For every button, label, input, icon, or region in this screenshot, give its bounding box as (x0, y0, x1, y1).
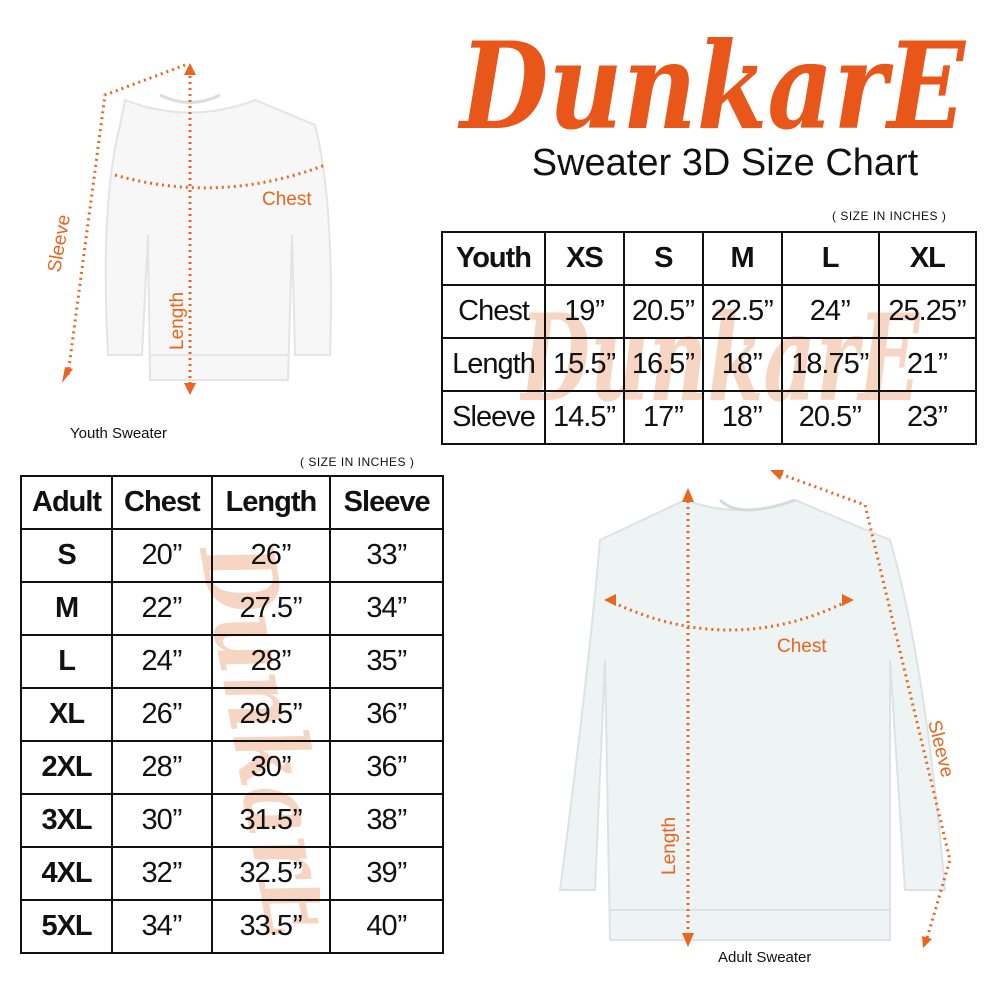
size-label: 3XL (19, 793, 114, 848)
adult-sweater-image: Chest Length Sleeve (558, 470, 958, 948)
table-row: 2XL 28’’ 30’’ 36’’ (19, 740, 444, 795)
brand-logo: DunkarE (457, 16, 966, 157)
adult-sweater-label: Adult Sweater (718, 949, 812, 966)
table-row: L 24’’ 28’’ 35’’ (19, 634, 444, 689)
cell: 18.75’’ (780, 337, 880, 392)
cell: 25.25’’ (877, 284, 978, 339)
cell: 40’’ (329, 899, 444, 954)
cell: 20.5’’ (622, 284, 704, 339)
header-cell: Sleeve (329, 475, 444, 530)
cell: 35’’ (329, 634, 444, 689)
cell: 24’’ (111, 634, 213, 689)
header-cell: Youth (440, 231, 547, 286)
adult-units-note: ( SIZE IN INCHES ) (300, 455, 415, 469)
youth-chest-label: Chest (262, 189, 312, 210)
cell: 34’’ (329, 581, 444, 636)
adult-length-label: Length (659, 817, 680, 875)
cell: 36’’ (329, 687, 444, 742)
cell: 27.5’’ (210, 581, 332, 636)
cell: 22.5’’ (701, 284, 783, 339)
header-cell: M (701, 231, 783, 286)
row-label: Sleeve (440, 390, 547, 445)
cell: 28’’ (111, 740, 213, 795)
row-label: Chest (440, 284, 547, 339)
table-row: Sleeve 14.5’’ 17’’ 18’’ 20.5’’ 23’’ (440, 390, 978, 445)
header-cell: Chest (111, 475, 213, 530)
cell: 30’’ (111, 793, 213, 848)
table-row: 4XL 32’’ 32.5’’ 39’’ (19, 846, 444, 901)
cell: 19’’ (544, 284, 625, 339)
size-label: 5XL (19, 899, 114, 954)
table-header-row: Adult Chest Length Sleeve (19, 475, 444, 530)
cell: 18’’ (701, 337, 783, 392)
header-cell: L (780, 231, 880, 286)
youth-units-note: ( SIZE IN INCHES ) (832, 209, 947, 223)
cell: 17’’ (622, 390, 704, 445)
cell: 26’’ (210, 528, 332, 583)
size-label: 2XL (19, 740, 114, 795)
cell: 33’’ (329, 528, 444, 583)
table-row: Length 15.5’’ 16.5’’ 18’’ 18.75’’ 21’’ (440, 337, 978, 392)
cell: 16.5’’ (622, 337, 704, 392)
row-label: Length (440, 337, 547, 392)
cell: 30’’ (210, 740, 332, 795)
header-cell: Length (210, 475, 332, 530)
table-header-row: Youth XS S M L XL (440, 231, 978, 286)
cell: 33.5’’ (210, 899, 332, 954)
cell: 34’’ (111, 899, 213, 954)
youth-sweater-label: Youth Sweater (70, 425, 168, 442)
table-row: 3XL 30’’ 31.5’’ 38’’ (19, 793, 444, 848)
svg-text:DunkarE: DunkarE (457, 16, 966, 157)
size-label: XL (19, 687, 114, 742)
cell: 29.5’’ (210, 687, 332, 742)
cell: 39’’ (329, 846, 444, 901)
cell: 21’’ (877, 337, 978, 392)
cell: 32.5’’ (210, 846, 332, 901)
table-row: XL 26’’ 29.5’’ 36’’ (19, 687, 444, 742)
cell: 36’’ (329, 740, 444, 795)
adult-chest-label: Chest (777, 636, 827, 657)
cell: 24’’ (780, 284, 880, 339)
cell: 28’’ (210, 634, 332, 689)
cell: 20’’ (111, 528, 213, 583)
youth-length-label: Length (167, 292, 188, 350)
youth-sleeve-label: Sleeve (44, 213, 75, 274)
cell: 31.5’’ (210, 793, 332, 848)
table-row: M 22’’ 27.5’’ 34’’ (19, 581, 444, 636)
size-label: 4XL (19, 846, 114, 901)
table-row: 5XL 34’’ 33.5’’ 40’’ (19, 899, 444, 954)
cell: 18’’ (701, 390, 783, 445)
adult-size-table: Adult Chest Length Sleeve S 20’’ 26’’ 33’’ … (19, 475, 444, 954)
header-cell: XS (544, 231, 625, 286)
cell: 38’’ (329, 793, 444, 848)
youth-sweater-image: Chest Length Sleeve (44, 63, 332, 395)
header-cell: Adult (19, 475, 114, 530)
cell: 26’’ (111, 687, 213, 742)
cell: 15.5’’ (544, 337, 625, 392)
size-label: M (19, 581, 114, 636)
cell: 32’’ (111, 846, 213, 901)
youth-size-table: Youth XS S M L XL Chest 19’’ 20.5’’ 22.5… (440, 231, 978, 445)
cell: 22’’ (111, 581, 213, 636)
header-cell: S (622, 231, 704, 286)
cell: 23’’ (877, 390, 978, 445)
table-row: S 20’’ 26’’ 33’’ (19, 528, 444, 583)
size-label: S (19, 528, 114, 583)
table-row: Chest 19’’ 20.5’’ 22.5’’ 24’’ 25.25’’ (440, 284, 978, 339)
size-label: L (19, 634, 114, 689)
cell: 20.5’’ (780, 390, 880, 445)
page-title: Sweater 3D Size Chart (531, 142, 919, 184)
cell: 14.5’’ (544, 390, 625, 445)
header-cell: XL (877, 231, 978, 286)
